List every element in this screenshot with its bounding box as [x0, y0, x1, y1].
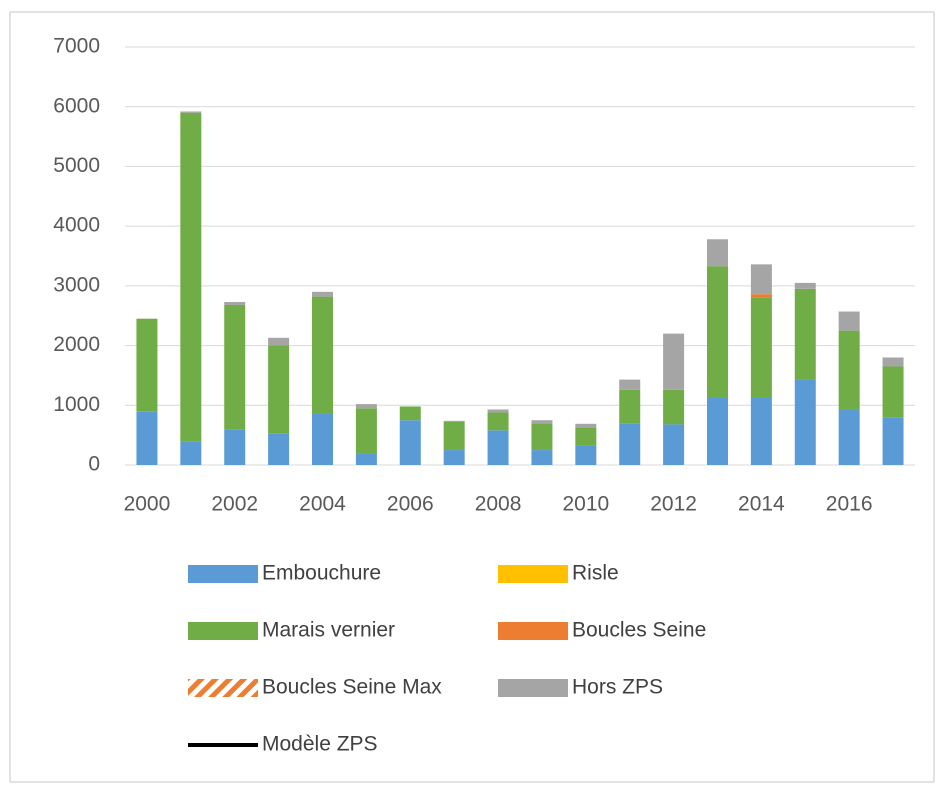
bar-segment [355, 453, 377, 465]
bar-segment [355, 404, 377, 409]
bar-segment [355, 408, 377, 454]
bar-segment [794, 282, 816, 289]
bar-segment [750, 264, 772, 295]
legend-swatch [188, 622, 258, 640]
bar-segment [882, 366, 904, 418]
x-tick-label: 2004 [299, 493, 346, 516]
bar-segment [794, 379, 816, 465]
bar-segment [487, 409, 509, 413]
y-tick-label: 6000 [53, 94, 100, 117]
x-tick-label: 2002 [211, 493, 258, 516]
bar-segment [575, 445, 597, 465]
bar-segment [882, 417, 904, 465]
bar-segment [663, 333, 685, 390]
bar-segment [750, 397, 772, 465]
bar-segment [707, 397, 728, 465]
bar-segment [180, 112, 202, 442]
bar-segment [399, 420, 421, 465]
bar-segment [882, 357, 904, 367]
y-tick-label: 4000 [53, 214, 100, 237]
bar-segment [619, 379, 641, 390]
legend-swatch [498, 622, 568, 640]
bar-segment [443, 420, 465, 423]
bar-segment [487, 430, 509, 465]
bar-segment [750, 297, 772, 398]
x-tick-label: 2000 [124, 493, 171, 516]
legend-swatch [498, 565, 568, 583]
x-tick-label: 2012 [650, 493, 697, 516]
bar-segment [707, 239, 728, 267]
bar-segment [312, 296, 333, 414]
legend-label: Modèle ZPS [262, 733, 378, 756]
legend-label: Boucles Seine [572, 619, 706, 642]
bar-segment [180, 111, 202, 113]
bar-segment [443, 422, 465, 451]
y-tick-label: 7000 [53, 35, 100, 58]
y-tick-label: 5000 [53, 154, 100, 177]
bar-segment [575, 423, 597, 428]
y-tick-label: 3000 [53, 273, 100, 296]
y-tick-label: 2000 [53, 333, 100, 356]
bar-segment [575, 427, 597, 446]
bar-segment [838, 409, 860, 465]
y-tick-label: 0 [88, 453, 100, 476]
legend-swatch [188, 565, 258, 583]
bar-segment [312, 291, 333, 297]
legend-label: Risle [572, 562, 619, 585]
legend-label: Boucles Seine Max [262, 676, 442, 699]
bar-segment [224, 304, 246, 430]
bar-segment [838, 311, 860, 331]
bar-segment [531, 420, 553, 424]
bar-segment [180, 441, 202, 465]
bar-segment [619, 423, 641, 465]
x-tick-label: 2016 [826, 493, 873, 516]
legend-label: Marais vernier [262, 619, 395, 642]
bar-segment [136, 411, 158, 465]
bar-segment [531, 450, 553, 465]
bar-segment [663, 389, 685, 425]
bar-segment [707, 266, 728, 398]
bar-segment [531, 423, 553, 451]
x-tick-label: 2006 [387, 493, 434, 516]
bar-segment [794, 288, 816, 380]
bar-segment [136, 318, 158, 412]
y-tick-label: 1000 [53, 393, 100, 416]
bar-segment [487, 412, 509, 431]
legend-swatch [188, 679, 258, 697]
bar-segment [268, 433, 290, 465]
bar-segment [443, 450, 465, 465]
legend-label: Embouchure [262, 562, 381, 585]
bar-segment [224, 429, 246, 465]
bar-segment [663, 424, 685, 465]
bar-segment [268, 337, 290, 346]
bar-segment [312, 413, 333, 465]
x-tick-label: 2010 [562, 493, 609, 516]
x-tick-label: 2014 [738, 493, 785, 516]
chart-frame [9, 11, 935, 783]
bar-segment [268, 345, 290, 434]
bar-segment [750, 294, 772, 298]
bar-segment [224, 301, 246, 305]
legend-label: Hors ZPS [572, 676, 663, 699]
legend-swatch [498, 679, 568, 697]
bar-segment [399, 406, 421, 421]
bar-segment [619, 389, 641, 424]
bar-segment [838, 330, 860, 410]
x-tick-label: 2008 [475, 493, 522, 516]
